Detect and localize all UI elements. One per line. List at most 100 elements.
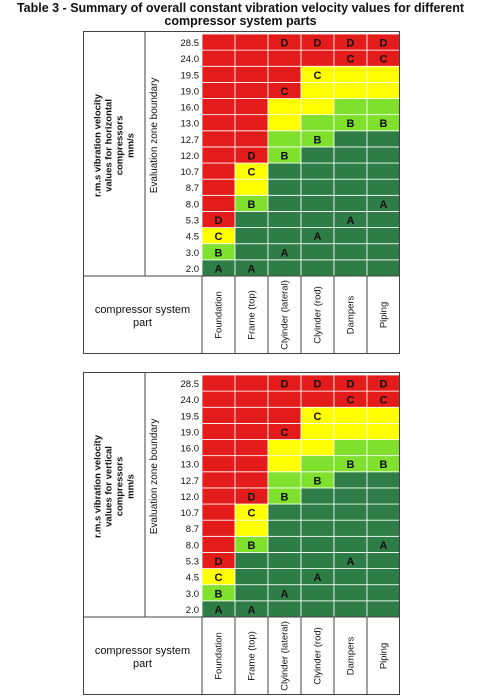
zone-letter-c: C [314, 411, 322, 423]
zone-letter-b: B [281, 150, 289, 162]
zone-cell-a [234, 552, 269, 569]
zone-cell-d [366, 374, 400, 392]
zone-cell-a [333, 194, 368, 212]
zone-cell-a [300, 487, 335, 505]
zone-letter-a: A [347, 556, 355, 568]
table-border [83, 31, 400, 354]
boundary-tick-label: 3.0 [186, 589, 199, 600]
zone-cell-d [201, 471, 236, 489]
zone-cell-a [267, 227, 302, 245]
zone-cell-d [267, 406, 302, 424]
table-border [83, 372, 400, 695]
zone-cell-d [234, 390, 269, 408]
zone-letter-d: D [347, 38, 355, 50]
zone-cell-c [333, 81, 368, 99]
zone-cell-c [267, 98, 302, 116]
zone-letter-c: C [248, 167, 256, 179]
zone-cell-d [201, 114, 236, 132]
zone-cell-d [201, 162, 236, 180]
zone-letter-c: C [380, 54, 388, 66]
zone-cell-a [366, 243, 400, 261]
zone-cell-a [333, 519, 368, 537]
zone-cell-a [366, 227, 400, 245]
zone-cell-d [300, 49, 335, 67]
boundary-tick-label: 12.0 [181, 151, 200, 162]
zone-axis-label: Evaluation zone boundary [149, 419, 160, 535]
boundary-tick-label: 10.7 [181, 508, 200, 519]
zone-table-vertical: r.m.s vibration velocityvalues for verti… [83, 372, 400, 695]
zone-cell-c [333, 406, 368, 424]
part-axis-line: part [133, 658, 152, 670]
zone-letter-a: A [314, 572, 322, 584]
zone-cell-a [267, 211, 302, 228]
boundary-tick-label: 8.7 [186, 524, 199, 535]
zone-cell-a [333, 243, 368, 261]
zone-letter-d: D [314, 38, 322, 50]
zone-letter-c: C [314, 70, 322, 82]
zone-cell-a [234, 243, 269, 261]
zone-letter-c: C [380, 395, 388, 407]
boundary-tick-label: 16.0 [181, 444, 200, 455]
zone-cell-a [267, 178, 302, 196]
part-label: Piping [379, 643, 390, 669]
zone-cell-c [366, 406, 400, 424]
zone-cell-b [267, 130, 302, 148]
part-label: Clyinder (rod) [313, 286, 324, 344]
zone-cell-a [333, 146, 368, 164]
zone-cell-d [234, 439, 269, 457]
zone-letter-d: D [248, 150, 256, 162]
boundary-tick-label: 5.3 [186, 556, 199, 567]
zone-cell-a [333, 535, 368, 553]
zone-letter-c: C [215, 231, 223, 243]
zone-cell-a [300, 535, 335, 553]
zone-letter-b: B [314, 475, 322, 487]
boundary-tick-label: 2.0 [186, 605, 199, 616]
zone-cell-c [267, 455, 302, 473]
part-axis-label: compressor system part [95, 304, 190, 329]
boundary-tick-label: 8.0 [186, 540, 199, 551]
zone-cell-d [201, 455, 236, 473]
zone-cell-a [366, 471, 400, 489]
zone-cell-d [201, 49, 236, 67]
zone-cell-a [366, 211, 400, 228]
zone-cell-d [234, 422, 269, 440]
zone-cell-a [366, 146, 400, 164]
zone-cell-a [366, 584, 400, 602]
zone-letter-b: B [347, 118, 355, 130]
velocity-label-line: compressors [115, 457, 126, 517]
zone-cell-d [201, 374, 236, 392]
velocity-label-line: mm/s [126, 474, 137, 499]
zone-cell-b [333, 439, 368, 457]
part-axis-line: compressor system [95, 645, 190, 657]
zone-cell-d [234, 81, 269, 99]
zone-letter-b: B [380, 118, 388, 130]
zone-cell-d [366, 33, 400, 51]
zone-cell-d [234, 455, 269, 473]
boundary-tick-label: 24.0 [181, 395, 200, 406]
boundary-tick-label: 2.0 [186, 264, 199, 275]
zone-cell-a [333, 162, 368, 180]
zone-cell-a [300, 259, 335, 277]
part-label: Piping [379, 302, 390, 328]
zone-letter-b: B [281, 491, 289, 503]
zone-cell-b [267, 471, 302, 489]
zone-cell-c [333, 65, 368, 83]
zone-cell-a [366, 503, 400, 521]
boundary-tick-label: 28.5 [181, 379, 200, 390]
zone-letter-d: D [248, 491, 256, 503]
zone-cell-d [234, 374, 269, 392]
part-axis-label: compressor system part [95, 645, 190, 670]
velocity-label-line: values for vertical [104, 446, 115, 527]
zone-cell-a [366, 487, 400, 505]
zone-cell-a [300, 146, 335, 164]
velocity-label-line: compressors [115, 116, 126, 176]
zone-letter-c: C [281, 427, 289, 439]
zone-cell-d [201, 439, 236, 457]
zone-cell-d [300, 390, 335, 408]
part-label: Dampers [346, 295, 357, 334]
zone-cell-b [300, 114, 335, 132]
boundary-tick-label: 4.5 [186, 573, 199, 584]
zone-cell-a [333, 178, 368, 196]
zone-cell-b [366, 439, 400, 457]
part-label: Clyinder (rod) [313, 627, 324, 685]
